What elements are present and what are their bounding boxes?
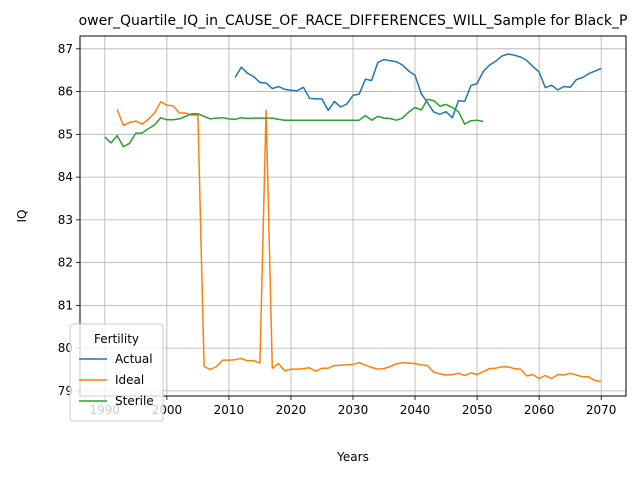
y-tick-label: 80 (58, 341, 73, 355)
chart-title: ower_Quartile_IQ_in_CAUSE_OF_RACE_DIFFER… (79, 13, 628, 29)
legend: Fertility Actual Ideal Sterile (69, 323, 164, 422)
x-axis-label: Years (336, 450, 369, 464)
series-line-sterile (104, 98, 484, 148)
series-line-ideal (116, 101, 602, 383)
x-tick-label: 2010 (214, 403, 245, 417)
x-tick-label: 2040 (400, 403, 431, 417)
y-tick-label: 86 (58, 85, 73, 99)
legend-items: Actual Ideal Sterile (79, 352, 154, 408)
y-tick-label: 81 (58, 298, 73, 312)
legend-label-actual: Actual (115, 352, 153, 366)
x-tick-label: 2020 (276, 403, 307, 417)
y-tick-label: 82 (58, 256, 73, 270)
grid-lines (80, 36, 626, 396)
y-tick-label: 87 (58, 42, 73, 56)
x-tick-label: 2070 (586, 403, 617, 417)
legend-title: Fertility (94, 332, 139, 346)
y-axis-label: IQ (15, 210, 29, 223)
y-tick-label: 85 (58, 127, 73, 141)
legend-label-sterile: Sterile (115, 394, 154, 408)
series-lines (104, 53, 602, 383)
x-tick-label: 2050 (462, 403, 493, 417)
y-tick-label: 84 (58, 170, 73, 184)
y-tick-label: 79 (58, 384, 73, 398)
y-tick-label: 83 (58, 213, 73, 227)
legend-label-ideal: Ideal (115, 373, 144, 387)
series-line-actual (234, 53, 602, 119)
legend-box (69, 323, 164, 422)
x-tick-label: 2030 (338, 403, 369, 417)
x-tick-label: 2060 (524, 403, 555, 417)
